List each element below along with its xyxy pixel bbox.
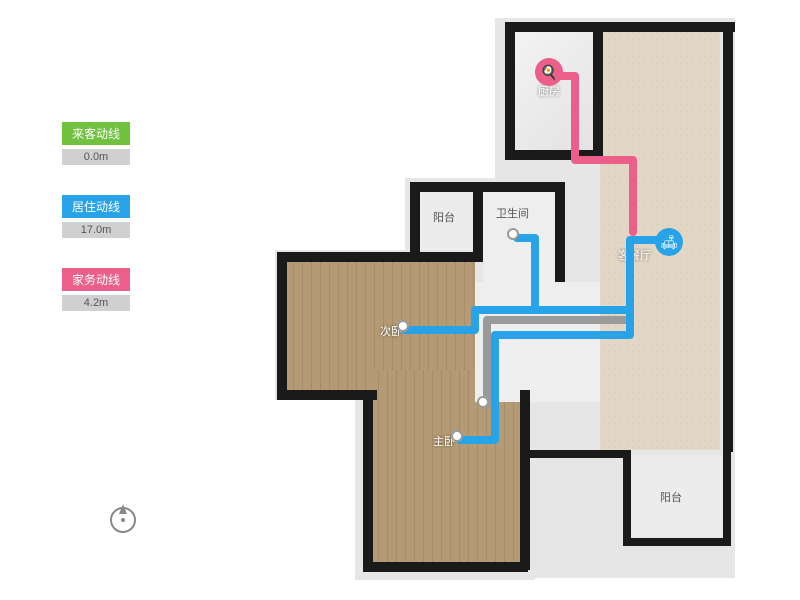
wall xyxy=(477,182,565,192)
legend-value: 0.0m xyxy=(62,149,130,165)
room-label-balcony2: 阳台 xyxy=(657,488,685,506)
wall xyxy=(277,390,377,400)
wall xyxy=(410,182,420,262)
legend: 来客动线 0.0m 居住动线 17.0m 家务动线 4.2m xyxy=(62,122,130,341)
room-label-living: 客餐厅 xyxy=(615,246,654,264)
wall xyxy=(593,22,733,32)
wall xyxy=(277,252,482,262)
wall xyxy=(505,22,515,157)
legend-item-house: 家务动线 4.2m xyxy=(62,268,130,311)
room-label-balcony1: 阳台 xyxy=(430,208,458,226)
wall xyxy=(623,538,731,546)
legend-value: 17.0m xyxy=(62,222,130,238)
wall xyxy=(363,390,373,570)
room-corridor xyxy=(475,282,600,402)
wall xyxy=(363,562,528,572)
wall xyxy=(555,182,565,282)
legend-label: 家务动线 xyxy=(62,268,130,291)
wall xyxy=(623,450,631,544)
wall xyxy=(473,182,483,262)
wall xyxy=(593,22,603,157)
wall xyxy=(723,22,733,452)
legend-item-living: 居住动线 17.0m xyxy=(62,195,130,238)
wall xyxy=(520,450,628,458)
wall xyxy=(520,390,530,570)
wall xyxy=(277,252,287,397)
wall xyxy=(723,450,731,544)
path-node xyxy=(477,396,489,408)
path-node xyxy=(451,430,463,442)
path-node xyxy=(507,228,519,240)
room-label-bath: 卫生间 xyxy=(493,204,532,222)
floorplan-canvas: 来客动线 0.0m 居住动线 17.0m 家务动线 4.2m 厨房客餐厅卫生间阳… xyxy=(0,0,800,600)
wall xyxy=(505,150,600,160)
path-node xyxy=(397,320,409,332)
compass-icon xyxy=(105,500,141,541)
kitchen-icon: 🍳 xyxy=(535,58,563,86)
living-icon: 🛋 xyxy=(655,228,683,256)
legend-label: 来客动线 xyxy=(62,122,130,145)
legend-label: 居住动线 xyxy=(62,195,130,218)
legend-item-guest: 来客动线 0.0m xyxy=(62,122,130,165)
floorplan: 厨房客餐厅卫生间阳台次卧主卧阳台🍳🛋 xyxy=(235,10,760,585)
legend-value: 4.2m xyxy=(62,295,130,311)
